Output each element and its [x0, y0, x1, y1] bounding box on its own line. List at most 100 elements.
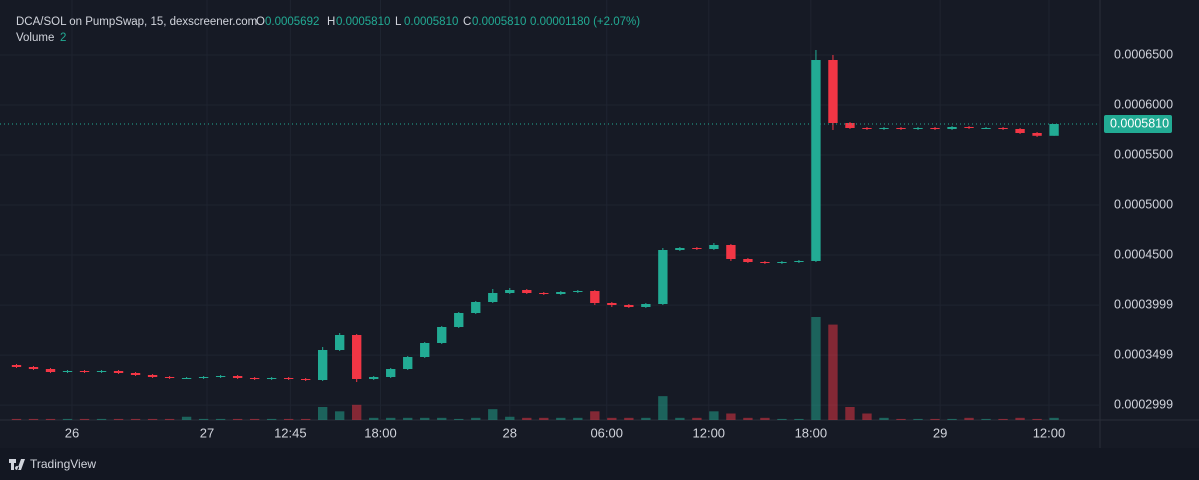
volume-bar: [147, 418, 158, 420]
volume-bar: [386, 417, 396, 420]
volume-bar: [539, 417, 549, 420]
volume-bar: [45, 418, 56, 420]
volume-bar: [249, 418, 260, 420]
candle-body: [573, 291, 583, 292]
volume-bar: [335, 411, 345, 420]
readout-h: 0.0005810: [336, 16, 390, 28]
volume-bar: [1049, 417, 1059, 420]
volume-bar: [471, 417, 481, 420]
candle-body: [913, 128, 923, 129]
volume-bar: [1032, 418, 1042, 420]
x-tick-label: 26: [65, 425, 79, 440]
volume-bar: [930, 418, 940, 420]
volume-bar: [709, 411, 719, 420]
candle-body: [675, 248, 685, 250]
candle-body: [147, 375, 158, 377]
candle-body: [266, 378, 277, 379]
candle-body: [845, 123, 855, 128]
candle-body: [624, 305, 634, 307]
readout-c: 0.0005810: [472, 16, 526, 28]
volume-bar: [317, 406, 328, 420]
y-tick-label: 0.0003499: [1114, 347, 1173, 361]
candle-body: [454, 313, 464, 327]
candle-body: [896, 128, 906, 129]
volume-bar: [607, 417, 617, 420]
candle-body: [420, 343, 430, 357]
candle-body: [692, 248, 702, 249]
candle-body: [641, 304, 651, 307]
readout-change: 0.00001180 (+2.07%): [530, 16, 640, 28]
candle-body: [930, 128, 940, 129]
plot: [0, 50, 1100, 420]
last-price-label: 0.0005810: [1110, 116, 1169, 130]
x-tick-label: 29: [933, 425, 947, 440]
volume-bar: [964, 417, 974, 420]
candle-body: [386, 369, 396, 377]
volume-bar: [845, 406, 855, 420]
y-tick-label: 0.0003999: [1114, 297, 1173, 311]
volume-bar: [505, 416, 515, 420]
candle-body: [45, 369, 56, 372]
x-tick-label: 27: [200, 425, 214, 440]
candle-body: [879, 128, 889, 129]
x-tick-label: 12:00: [693, 425, 726, 440]
candle-body: [709, 245, 719, 249]
volume-bar: [641, 417, 651, 420]
candle-body: [181, 378, 192, 379]
volume-bar: [947, 418, 957, 420]
volume-bar: [675, 417, 685, 420]
candle-body: [726, 245, 736, 259]
volume-bar: [420, 417, 430, 420]
x-tick-label: 12:00: [1033, 425, 1066, 440]
readout-h: H: [327, 16, 335, 28]
candle-body: [488, 293, 498, 302]
candle-body: [283, 378, 294, 379]
ohlc-readout: O 0.0005692 H 0.0005810 L 0.0005810 C 0.0005810…: [256, 16, 640, 28]
volume-bar: [352, 404, 362, 420]
x-tick-label: 12:45: [274, 425, 307, 440]
readout-c: C: [463, 16, 471, 28]
volume-bar: [198, 418, 209, 420]
candle-body: [249, 378, 260, 379]
y-tick-label: 0.0006500: [1114, 47, 1173, 61]
x-tick-label: 18:00: [364, 425, 397, 440]
volume-bar: [300, 418, 311, 420]
candle-body: [300, 379, 311, 380]
candle-body: [437, 327, 447, 343]
candle-body: [828, 60, 838, 123]
candle-body: [862, 128, 872, 129]
volume-bar: [743, 417, 753, 420]
footer-background: [0, 448, 1199, 480]
volume-bar: [96, 418, 107, 420]
volume-label: Volume: [16, 32, 54, 44]
candle-body: [403, 357, 413, 369]
y-tick-label: 0.0002999: [1114, 397, 1173, 411]
volume-bar: [437, 417, 447, 420]
candle-body: [215, 376, 226, 377]
volume-bar: [403, 417, 413, 420]
x-tick-label: 28: [503, 425, 517, 440]
candle-body: [760, 262, 770, 263]
candle-body: [811, 60, 821, 261]
volume-bar: [522, 417, 532, 420]
readout-l: L: [395, 16, 402, 28]
y-tick-label: 0.0004500: [1114, 247, 1173, 261]
volume-bar: [624, 417, 634, 420]
chart-title: DCA/SOL on PumpSwap, 15, dexscreener.com: [16, 16, 257, 28]
y-tick-label: 0.0005000: [1114, 197, 1173, 211]
footer-brand: TradingView: [30, 457, 96, 471]
readout-l: 0.0005810: [404, 16, 458, 28]
volume-bar: [232, 418, 243, 420]
candle-body: [1049, 124, 1059, 136]
candle-body: [522, 290, 532, 293]
volume-bar: [79, 418, 90, 420]
volume-bar: [28, 418, 39, 420]
volume-bar: [777, 418, 787, 420]
volume-bar: [215, 418, 226, 420]
volume-bar: [1015, 417, 1025, 420]
volume-bar: [760, 417, 770, 420]
candle-body: [947, 127, 957, 129]
volume-bar: [862, 413, 872, 420]
candle-body: [352, 335, 362, 379]
